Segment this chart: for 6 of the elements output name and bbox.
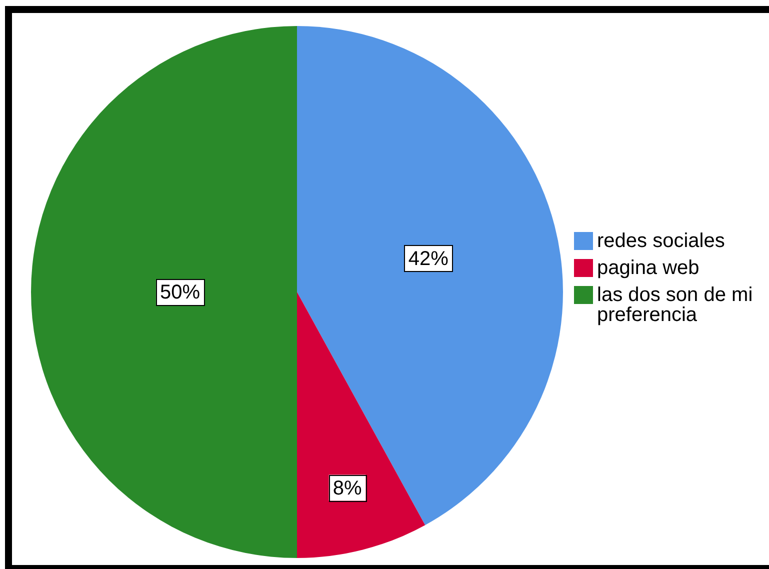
- legend-label: redes sociales: [597, 230, 725, 252]
- data-label: 8%: [332, 477, 362, 500]
- legend-label: las dos son de mi preferencia: [597, 284, 754, 326]
- data-label: 42%: [408, 248, 449, 270]
- legend-label: pagina web: [597, 257, 700, 279]
- data-label: 50%: [160, 282, 200, 304]
